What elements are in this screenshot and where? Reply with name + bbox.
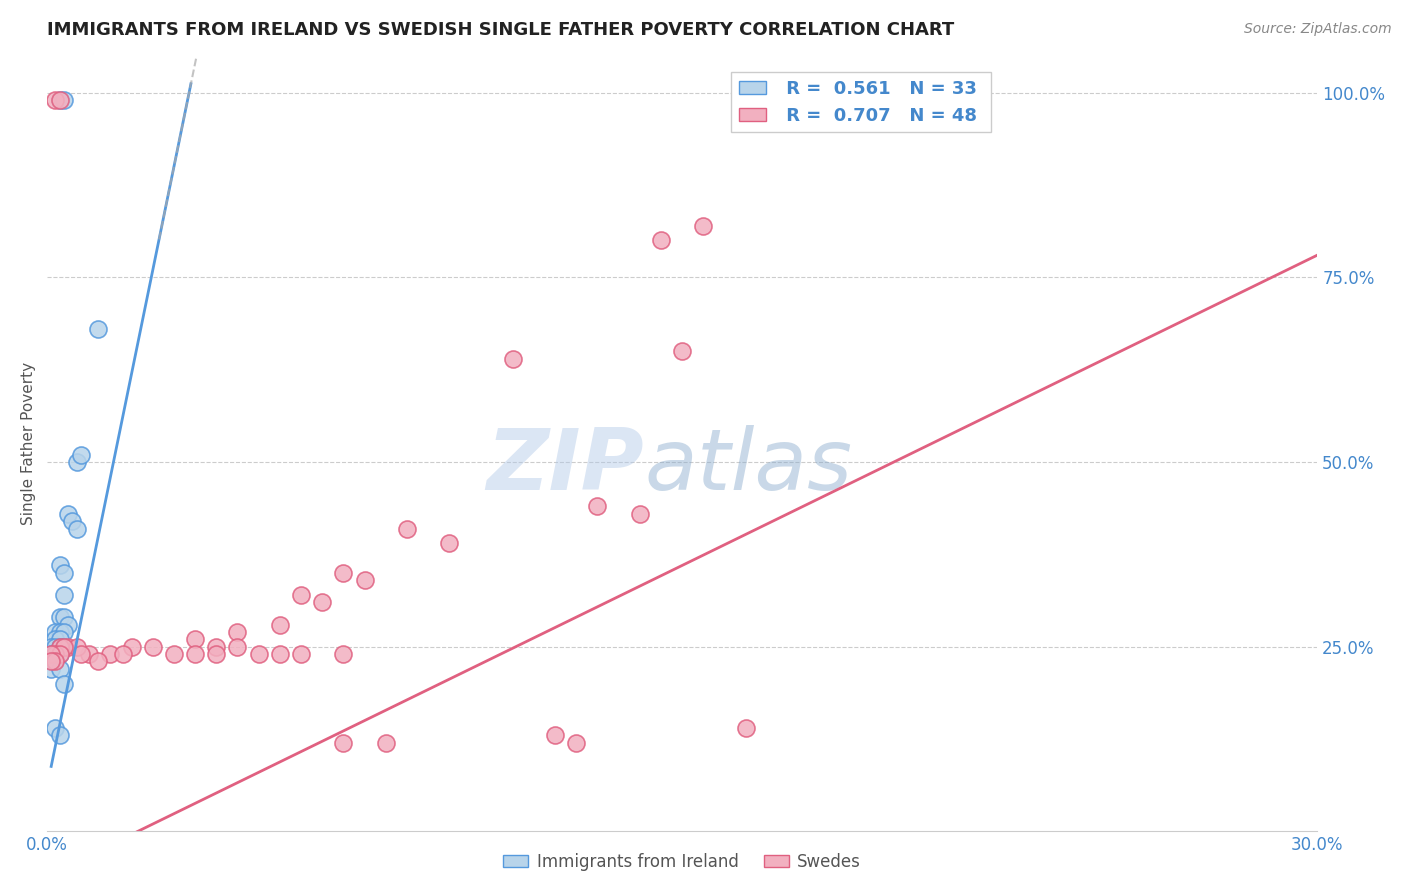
Point bbox=[142, 640, 165, 654]
Text: Source: ZipAtlas.com: Source: ZipAtlas.com bbox=[1244, 22, 1392, 37]
Point bbox=[395, 521, 418, 535]
Point bbox=[44, 640, 66, 654]
Point bbox=[565, 736, 588, 750]
Point bbox=[52, 624, 75, 639]
Point bbox=[44, 93, 66, 107]
Point bbox=[332, 647, 354, 661]
Point bbox=[502, 351, 524, 366]
Point bbox=[56, 617, 79, 632]
Point bbox=[121, 640, 143, 654]
Point bbox=[100, 647, 122, 661]
Point bbox=[332, 566, 354, 580]
Point bbox=[650, 233, 672, 247]
Point bbox=[776, 93, 799, 107]
Point bbox=[79, 647, 101, 661]
Point bbox=[671, 344, 693, 359]
Point bbox=[439, 536, 461, 550]
Point bbox=[692, 219, 714, 233]
Point bbox=[65, 455, 87, 469]
Point bbox=[48, 662, 70, 676]
Point bbox=[52, 93, 75, 107]
Point bbox=[87, 655, 110, 669]
Point bbox=[290, 647, 312, 661]
Point bbox=[48, 632, 70, 647]
Point bbox=[205, 647, 228, 661]
Point bbox=[332, 736, 354, 750]
Point bbox=[44, 655, 66, 669]
Point bbox=[734, 721, 756, 735]
Point bbox=[87, 322, 110, 336]
Point bbox=[69, 448, 91, 462]
Point bbox=[353, 573, 375, 587]
Point bbox=[544, 728, 567, 742]
Point bbox=[586, 500, 609, 514]
Point bbox=[69, 647, 91, 661]
Point bbox=[374, 736, 396, 750]
Point bbox=[48, 728, 70, 742]
Point bbox=[226, 640, 249, 654]
Point bbox=[60, 514, 83, 528]
Point bbox=[269, 647, 291, 661]
Point bbox=[44, 632, 66, 647]
Point bbox=[65, 521, 87, 535]
Point bbox=[44, 721, 66, 735]
Point bbox=[48, 647, 70, 661]
Point bbox=[48, 647, 70, 661]
Point bbox=[44, 647, 66, 661]
Point bbox=[48, 558, 70, 573]
Point bbox=[48, 93, 70, 107]
Point bbox=[184, 647, 207, 661]
Point bbox=[883, 93, 905, 107]
Point bbox=[226, 624, 249, 639]
Y-axis label: Single Father Poverty: Single Father Poverty bbox=[21, 362, 35, 525]
Point bbox=[48, 93, 70, 107]
Point bbox=[44, 655, 66, 669]
Point bbox=[269, 617, 291, 632]
Point bbox=[290, 588, 312, 602]
Point bbox=[52, 676, 75, 690]
Point bbox=[39, 662, 62, 676]
Point bbox=[65, 640, 87, 654]
Text: IMMIGRANTS FROM IRELAND VS SWEDISH SINGLE FATHER POVERTY CORRELATION CHART: IMMIGRANTS FROM IRELAND VS SWEDISH SINGL… bbox=[46, 21, 955, 39]
Point bbox=[52, 610, 75, 624]
Point bbox=[44, 624, 66, 639]
Point bbox=[52, 566, 75, 580]
Point bbox=[48, 640, 70, 654]
Point bbox=[184, 632, 207, 647]
Point bbox=[39, 655, 62, 669]
Point bbox=[311, 595, 333, 609]
Legend: Immigrants from Ireland, Swedes: Immigrants from Ireland, Swedes bbox=[496, 846, 868, 878]
Point bbox=[39, 655, 62, 669]
Point bbox=[163, 647, 186, 661]
Point bbox=[52, 588, 75, 602]
Point bbox=[39, 640, 62, 654]
Point bbox=[628, 507, 651, 521]
Point bbox=[247, 647, 270, 661]
Point bbox=[44, 647, 66, 661]
Text: ZIP: ZIP bbox=[486, 425, 644, 508]
Point bbox=[39, 647, 62, 661]
Point bbox=[52, 640, 75, 654]
Point bbox=[112, 647, 135, 661]
Point bbox=[205, 640, 228, 654]
Point bbox=[39, 647, 62, 661]
Point bbox=[56, 640, 79, 654]
Point bbox=[48, 624, 70, 639]
Text: atlas: atlas bbox=[644, 425, 852, 508]
Point bbox=[48, 610, 70, 624]
Point bbox=[52, 640, 75, 654]
Point bbox=[48, 640, 70, 654]
Point bbox=[56, 507, 79, 521]
